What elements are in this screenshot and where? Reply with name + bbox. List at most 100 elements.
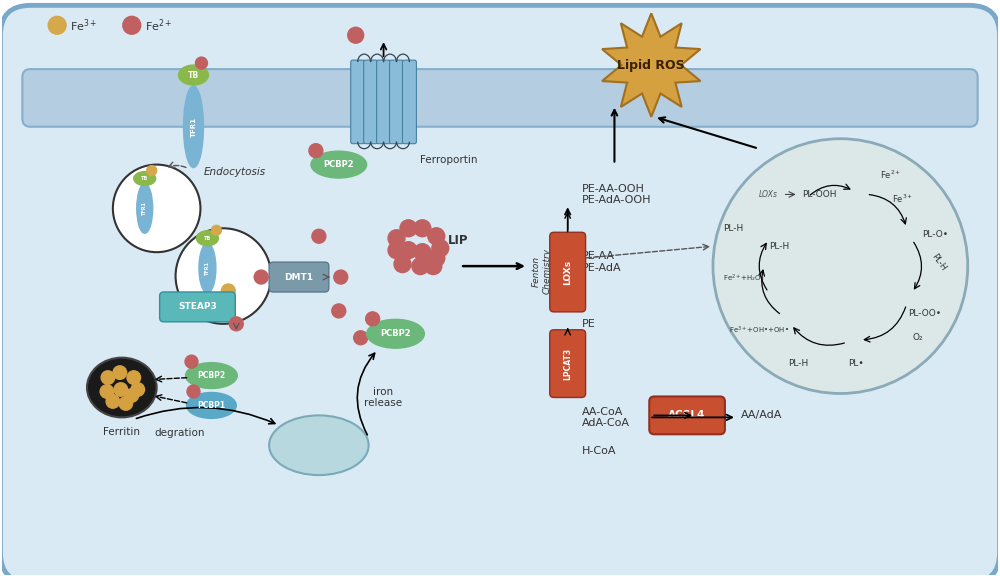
Text: PL-O•: PL-O• bbox=[922, 230, 948, 239]
Text: PCBP1: PCBP1 bbox=[197, 401, 225, 410]
Text: iron
release: iron release bbox=[364, 386, 402, 408]
Text: Endocytosis: Endocytosis bbox=[203, 166, 266, 177]
Text: PCBP2: PCBP2 bbox=[323, 160, 354, 169]
Ellipse shape bbox=[186, 363, 237, 389]
Text: DMT1: DMT1 bbox=[284, 272, 313, 282]
Circle shape bbox=[101, 371, 115, 384]
Circle shape bbox=[334, 270, 348, 284]
Circle shape bbox=[348, 27, 364, 43]
Text: Lysosome: Lysosome bbox=[293, 440, 344, 450]
Text: degration: degration bbox=[154, 429, 205, 438]
Circle shape bbox=[400, 220, 417, 237]
Circle shape bbox=[123, 16, 141, 34]
Text: Fe$^{2+}$: Fe$^{2+}$ bbox=[145, 17, 172, 33]
Text: Lipid ROS: Lipid ROS bbox=[617, 59, 685, 71]
Text: Fenton
Chemistry: Fenton Chemistry bbox=[532, 248, 551, 294]
Ellipse shape bbox=[184, 86, 203, 168]
FancyBboxPatch shape bbox=[550, 330, 586, 397]
Circle shape bbox=[254, 270, 268, 284]
Text: Fe$^{3+}$+OH•+OH•: Fe$^{3+}$+OH•+OH• bbox=[729, 325, 789, 336]
FancyBboxPatch shape bbox=[269, 262, 329, 292]
FancyBboxPatch shape bbox=[377, 60, 391, 143]
Circle shape bbox=[425, 257, 442, 275]
Circle shape bbox=[176, 228, 271, 324]
FancyBboxPatch shape bbox=[649, 396, 725, 434]
FancyBboxPatch shape bbox=[160, 292, 235, 322]
FancyBboxPatch shape bbox=[550, 232, 586, 312]
Polygon shape bbox=[602, 13, 700, 117]
Ellipse shape bbox=[269, 415, 369, 475]
Circle shape bbox=[127, 371, 141, 384]
Text: LOXs: LOXs bbox=[563, 260, 572, 285]
FancyBboxPatch shape bbox=[390, 60, 403, 143]
FancyBboxPatch shape bbox=[0, 5, 1000, 576]
Text: PCBP2: PCBP2 bbox=[197, 371, 225, 380]
Circle shape bbox=[713, 139, 968, 393]
Text: PE-AA-OOH
PE-AdA-OOH: PE-AA-OOH PE-AdA-OOH bbox=[582, 184, 651, 205]
Text: PL-OOH: PL-OOH bbox=[803, 190, 837, 199]
Ellipse shape bbox=[179, 65, 208, 85]
FancyBboxPatch shape bbox=[402, 60, 416, 143]
Circle shape bbox=[428, 249, 445, 267]
Text: AA-CoA
AdA-CoA: AA-CoA AdA-CoA bbox=[582, 407, 630, 428]
Circle shape bbox=[332, 304, 346, 318]
Text: Ferroportin: Ferroportin bbox=[420, 154, 478, 165]
Text: LPCAT3: LPCAT3 bbox=[563, 347, 572, 380]
Text: STEAP3: STEAP3 bbox=[178, 302, 217, 312]
Circle shape bbox=[432, 240, 449, 257]
Circle shape bbox=[388, 230, 405, 247]
Circle shape bbox=[195, 57, 207, 69]
Circle shape bbox=[366, 312, 380, 326]
Text: TB: TB bbox=[188, 70, 199, 79]
Text: TFR1: TFR1 bbox=[205, 261, 210, 275]
Text: PE: PE bbox=[582, 319, 595, 329]
Ellipse shape bbox=[311, 151, 367, 178]
Text: PCBP2: PCBP2 bbox=[380, 329, 411, 338]
Ellipse shape bbox=[187, 392, 236, 418]
Circle shape bbox=[113, 165, 200, 252]
Text: PE-AA
PE-AdA: PE-AA PE-AdA bbox=[582, 251, 621, 273]
Circle shape bbox=[185, 355, 198, 368]
Circle shape bbox=[147, 165, 157, 176]
Circle shape bbox=[309, 143, 323, 158]
Text: Ferritin: Ferritin bbox=[103, 427, 140, 437]
Circle shape bbox=[312, 229, 326, 243]
Text: H-CoA: H-CoA bbox=[582, 446, 616, 456]
Circle shape bbox=[412, 257, 429, 275]
Circle shape bbox=[48, 16, 66, 34]
Text: O₂: O₂ bbox=[912, 334, 923, 342]
Circle shape bbox=[414, 244, 431, 260]
FancyBboxPatch shape bbox=[22, 69, 978, 127]
Text: Fe$^{3+}$: Fe$^{3+}$ bbox=[70, 17, 98, 33]
Text: PL-H: PL-H bbox=[930, 252, 948, 272]
Circle shape bbox=[394, 256, 411, 272]
Ellipse shape bbox=[137, 184, 153, 233]
Ellipse shape bbox=[134, 172, 156, 185]
Ellipse shape bbox=[199, 243, 216, 293]
Text: TB: TB bbox=[141, 176, 148, 181]
Text: LIP: LIP bbox=[448, 234, 469, 247]
Text: PL-H: PL-H bbox=[769, 242, 789, 251]
Circle shape bbox=[131, 382, 145, 396]
Text: Fe$^{2+}$: Fe$^{2+}$ bbox=[880, 168, 901, 181]
Circle shape bbox=[119, 397, 133, 410]
Circle shape bbox=[114, 382, 128, 396]
Text: TFR1: TFR1 bbox=[190, 117, 196, 137]
Circle shape bbox=[211, 225, 221, 235]
Circle shape bbox=[125, 389, 139, 402]
Circle shape bbox=[113, 366, 127, 380]
Circle shape bbox=[400, 242, 417, 259]
Circle shape bbox=[106, 395, 120, 408]
Text: TB: TB bbox=[204, 236, 211, 241]
Text: Fe$^{2+}$+H₂O₂: Fe$^{2+}$+H₂O₂ bbox=[723, 272, 764, 284]
Text: PL-OO•: PL-OO• bbox=[908, 309, 941, 319]
Circle shape bbox=[187, 385, 200, 398]
Text: TFR1: TFR1 bbox=[142, 202, 147, 215]
Circle shape bbox=[414, 220, 431, 237]
FancyBboxPatch shape bbox=[364, 60, 378, 143]
Ellipse shape bbox=[87, 358, 157, 418]
Ellipse shape bbox=[367, 319, 424, 348]
Text: PL•: PL• bbox=[848, 359, 864, 368]
Circle shape bbox=[221, 284, 235, 298]
Text: LOXs: LOXs bbox=[759, 190, 778, 199]
